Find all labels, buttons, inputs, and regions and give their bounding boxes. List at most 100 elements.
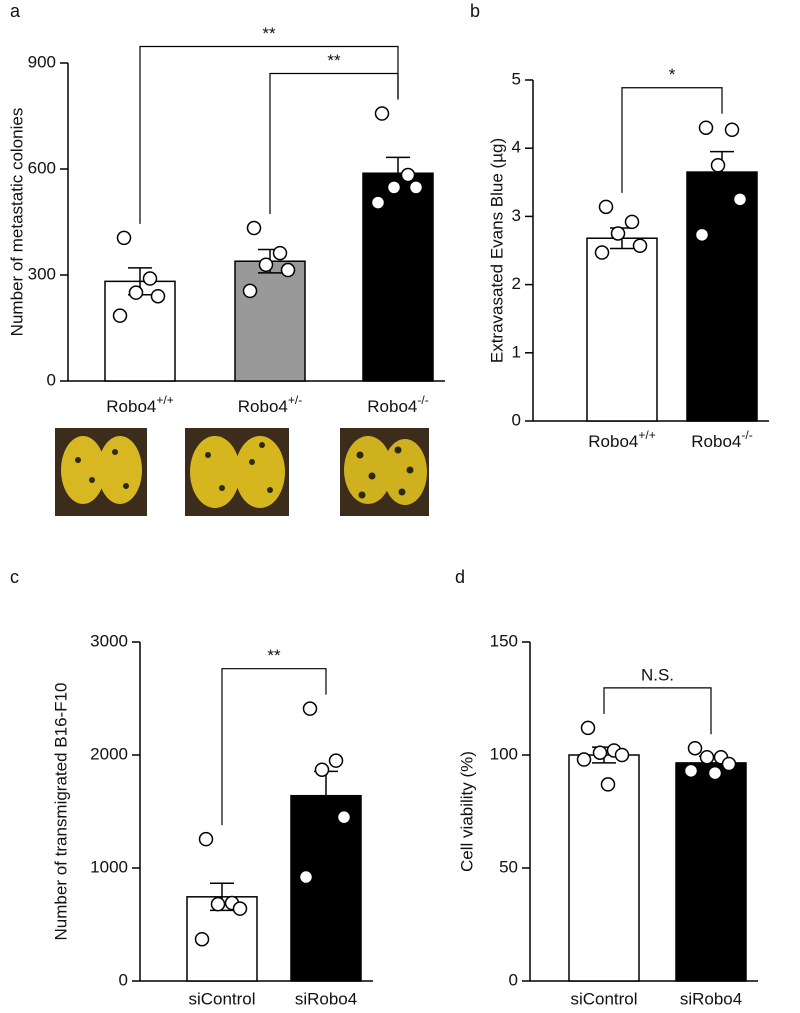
y-axis-label: Extravasated Evans Blue (µg) xyxy=(487,138,506,363)
data-point xyxy=(732,192,748,207)
panel-label: c xyxy=(10,567,19,587)
x-tick-label: siControl xyxy=(570,989,637,1008)
y-tick-label: 0 xyxy=(47,370,56,389)
data-point xyxy=(374,106,390,121)
data-point xyxy=(580,720,596,736)
y-tick-label: 5 xyxy=(512,69,521,88)
lung-image xyxy=(340,428,429,516)
bar xyxy=(686,171,758,422)
y-tick-label: 100 xyxy=(490,744,518,763)
y-tick-label: 2000 xyxy=(90,744,128,763)
data-point xyxy=(246,220,262,236)
data-point xyxy=(724,122,740,138)
data-point xyxy=(198,831,214,847)
data-point xyxy=(242,283,258,299)
data-point xyxy=(594,245,610,260)
data-point xyxy=(614,747,630,763)
data-point xyxy=(280,262,296,278)
data-point xyxy=(298,869,314,885)
data-point xyxy=(592,745,608,760)
significance-label: N.S. xyxy=(641,665,674,684)
y-tick-label: 900 xyxy=(28,52,56,71)
data-point xyxy=(576,752,592,767)
data-point xyxy=(210,896,226,912)
data-point xyxy=(710,158,726,173)
data-point xyxy=(632,238,648,253)
data-point xyxy=(386,180,402,195)
y-tick-label: 0 xyxy=(509,970,518,989)
significance-bracket xyxy=(621,87,723,193)
panel-label: b xyxy=(470,1,480,21)
data-point xyxy=(258,257,274,273)
data-point xyxy=(150,288,166,304)
y-tick-label: 3 xyxy=(512,206,521,225)
data-point xyxy=(408,180,424,195)
significance-label: ** xyxy=(262,24,276,43)
y-tick-label: 300 xyxy=(28,264,56,283)
data-point xyxy=(698,120,714,135)
y-tick-label: 0 xyxy=(119,970,128,989)
data-point xyxy=(600,777,616,792)
data-point xyxy=(336,809,352,825)
bar xyxy=(586,237,658,422)
data-point xyxy=(624,214,640,230)
data-point xyxy=(370,195,386,210)
x-tick-label: siControl xyxy=(188,989,255,1008)
x-tick-label: Robo4+/- xyxy=(238,393,302,416)
y-tick-label: 4 xyxy=(512,138,521,157)
x-tick-label: Robo4-/- xyxy=(367,393,428,416)
data-point xyxy=(687,740,703,756)
panel-label: a xyxy=(10,1,21,21)
y-tick-label: 3000 xyxy=(90,631,128,650)
y-tick-label: 1000 xyxy=(90,857,128,876)
bar xyxy=(290,794,362,982)
data-point xyxy=(272,245,288,261)
data-point xyxy=(598,199,614,215)
y-tick-label: 50 xyxy=(499,857,518,876)
lung-images xyxy=(55,428,429,516)
x-tick-label: siRobo4 xyxy=(295,989,357,1008)
x-tick-label: Robo4+/+ xyxy=(588,428,655,451)
significance-bracket xyxy=(221,668,327,826)
panel: d Cell viability (%) 0 50 100 150 siControl siR… xyxy=(455,567,758,1008)
data-point xyxy=(610,226,626,241)
y-tick-label: 0 xyxy=(512,410,521,429)
significance-bracket xyxy=(269,72,399,215)
panel-label: d xyxy=(455,567,465,587)
significance-label: ** xyxy=(267,646,281,665)
panel: b Extravasated Evans Blue (µg) 0 1 2 3 4 5 Robo4… xyxy=(470,1,769,451)
bar xyxy=(675,762,747,982)
significance-label: ** xyxy=(327,51,341,70)
panel: c Number of transmigrated B16-F10 0 1000 200… xyxy=(10,567,373,1008)
significance-bracket xyxy=(603,687,712,735)
data-point xyxy=(314,762,330,777)
x-tick-label: Robo4-/- xyxy=(691,428,752,451)
data-point xyxy=(116,230,132,246)
data-point xyxy=(112,308,128,323)
data-point xyxy=(694,227,710,243)
data-point xyxy=(683,763,699,779)
data-point xyxy=(232,901,248,916)
y-axis-label: Cell viability (%) xyxy=(457,751,476,872)
data-point xyxy=(400,167,416,183)
y-tick-label: 2 xyxy=(512,274,521,293)
data-point xyxy=(328,753,344,768)
significance-label: * xyxy=(669,65,676,84)
data-point xyxy=(302,701,318,716)
y-tick-label: 1 xyxy=(512,342,521,361)
x-tick-label: siRobo4 xyxy=(680,989,742,1008)
y-axis-label: Number of metastatic colonies xyxy=(7,108,26,337)
data-point xyxy=(128,285,144,300)
lung-image xyxy=(185,428,289,516)
data-point xyxy=(194,931,210,947)
data-point xyxy=(699,750,715,765)
data-point xyxy=(721,756,737,772)
bar xyxy=(568,754,640,982)
panel: a Number of metastatic colonies 0 300 600 900… xyxy=(7,1,445,416)
y-tick-label: 150 xyxy=(490,631,518,650)
y-tick-label: 600 xyxy=(28,158,56,177)
data-point xyxy=(707,765,723,781)
y-axis-label: Number of transmigrated B16-F10 xyxy=(51,683,70,941)
x-tick-label: Robo4+/+ xyxy=(106,393,173,416)
